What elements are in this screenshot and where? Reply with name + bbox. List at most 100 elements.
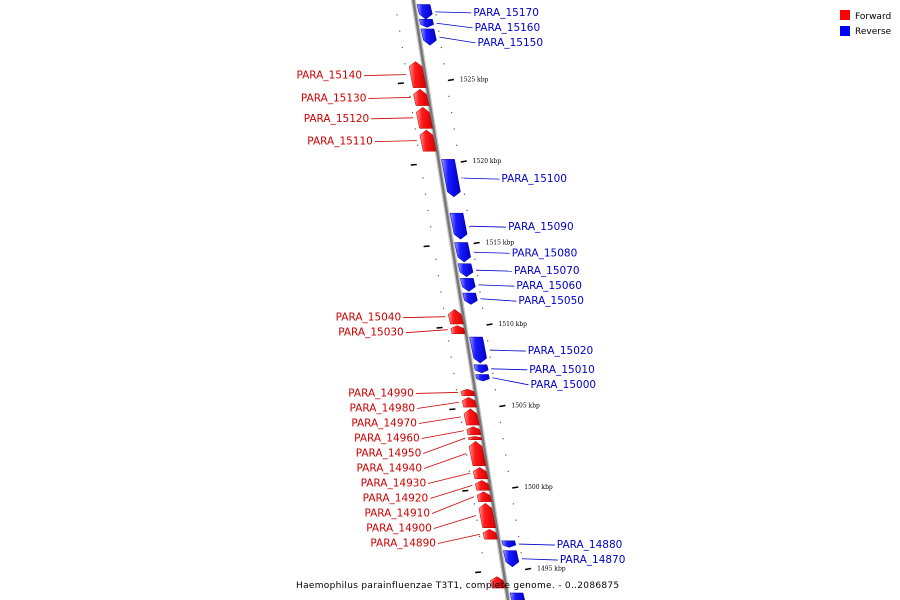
gene-label[interactable]: PARA_15050 bbox=[518, 295, 584, 307]
gene-para_15020[interactable] bbox=[469, 336, 487, 364]
gene-label[interactable]: PARA_15000 bbox=[531, 379, 597, 391]
legend-swatch-forward bbox=[840, 10, 850, 20]
gene-label[interactable]: PARA_15070 bbox=[514, 265, 580, 277]
gene-arrow[interactable] bbox=[419, 129, 437, 152]
gene-arrow[interactable] bbox=[475, 374, 490, 382]
gene-label[interactable]: PARA_14880 bbox=[557, 539, 623, 551]
gene-unlabeled[interactable] bbox=[509, 592, 525, 600]
gene-label[interactable]: PARA_15090 bbox=[508, 221, 574, 233]
minor-tick bbox=[481, 307, 484, 309]
gene-para_15170[interactable] bbox=[416, 4, 433, 20]
gene-label[interactable]: PARA_14900 bbox=[366, 522, 432, 534]
gene-para_15110[interactable] bbox=[419, 129, 437, 152]
gene-arrow[interactable] bbox=[474, 480, 491, 491]
gene-label[interactable]: PARA_15100 bbox=[501, 173, 567, 185]
gene-para_15100[interactable] bbox=[441, 159, 461, 198]
gene-arrow[interactable] bbox=[467, 436, 483, 440]
gene-para_14970[interactable] bbox=[463, 408, 480, 426]
gene-arrow[interactable] bbox=[460, 388, 476, 396]
gene-label[interactable]: PARA_15130 bbox=[301, 92, 367, 104]
gene-para_14960[interactable] bbox=[466, 426, 482, 436]
gene-para_14940[interactable] bbox=[468, 441, 487, 467]
gene-arrow[interactable] bbox=[454, 242, 471, 263]
gene-arrow[interactable] bbox=[502, 550, 520, 568]
gene-para_15000[interactable] bbox=[475, 374, 490, 382]
gene-label[interactable]: PARA_14930 bbox=[361, 477, 427, 489]
gene-para_15080[interactable] bbox=[454, 242, 471, 263]
gene-arrow[interactable] bbox=[472, 467, 489, 480]
gene-label[interactable]: PARA_14950 bbox=[356, 447, 422, 459]
gene-para_15140[interactable] bbox=[408, 61, 427, 88]
gene-arrow[interactable] bbox=[415, 106, 433, 129]
gene-arrow[interactable] bbox=[462, 292, 478, 305]
gene-arrow[interactable] bbox=[478, 502, 497, 528]
gene-label[interactable]: PARA_14960 bbox=[354, 432, 420, 444]
gene-arrow[interactable] bbox=[459, 278, 476, 292]
gene-arrow[interactable] bbox=[469, 336, 487, 364]
gene-para_15050[interactable] bbox=[462, 292, 478, 305]
gene-label[interactable]: PARA_15160 bbox=[475, 22, 541, 34]
gene-arrow[interactable] bbox=[450, 325, 466, 335]
gene-arrow[interactable] bbox=[461, 397, 477, 408]
gene-label[interactable]: PARA_15080 bbox=[512, 247, 578, 259]
gene-arrow[interactable] bbox=[473, 364, 489, 374]
gene-para_14950[interactable] bbox=[467, 436, 483, 440]
gene-label[interactable]: PARA_15170 bbox=[473, 7, 539, 19]
gene-arrow[interactable] bbox=[416, 4, 433, 20]
gene-label[interactable]: PARA_14940 bbox=[356, 462, 422, 474]
gene-arrow[interactable] bbox=[466, 426, 482, 436]
gene-label[interactable]: PARA_15030 bbox=[338, 327, 404, 339]
gene-para_14880[interactable] bbox=[501, 540, 517, 548]
gene-arrow[interactable] bbox=[419, 18, 434, 28]
gene-para_15160[interactable] bbox=[419, 18, 434, 28]
gene-label[interactable]: PARA_14870 bbox=[560, 554, 626, 566]
gene-label[interactable]: PARA_14970 bbox=[351, 417, 417, 429]
gene-arrow[interactable] bbox=[457, 263, 474, 278]
gene-arrow[interactable] bbox=[413, 88, 430, 106]
gene-para_14900[interactable] bbox=[478, 502, 497, 528]
gene-arrow[interactable] bbox=[476, 491, 492, 502]
gene-label[interactable]: PARA_15150 bbox=[477, 37, 543, 49]
gene-para_14990[interactable] bbox=[460, 388, 476, 396]
gene-para_15030[interactable] bbox=[450, 325, 466, 335]
gene-label[interactable]: PARA_15040 bbox=[336, 312, 402, 324]
gene-para_15070[interactable] bbox=[457, 263, 474, 278]
gene-para_14930[interactable] bbox=[472, 467, 489, 480]
gene-arrow[interactable] bbox=[447, 309, 464, 325]
gene-para_14920[interactable] bbox=[474, 480, 491, 491]
gene-para_14910[interactable] bbox=[476, 491, 492, 502]
gene-para_14890[interactable] bbox=[482, 529, 498, 540]
gene-para_15120[interactable] bbox=[415, 106, 433, 129]
gene-arrow[interactable] bbox=[441, 159, 461, 198]
gene-label[interactable]: PARA_14920 bbox=[363, 492, 429, 504]
gene-arrow[interactable] bbox=[509, 592, 525, 600]
gene-arrow[interactable] bbox=[449, 212, 468, 240]
gene-arrow[interactable] bbox=[408, 61, 427, 88]
gene-arrow[interactable] bbox=[482, 529, 498, 540]
gene-label[interactable]: PARA_15020 bbox=[528, 345, 594, 357]
gene-para_15040[interactable] bbox=[447, 309, 464, 325]
gene-para_14980[interactable] bbox=[461, 397, 477, 408]
gene-arrow[interactable] bbox=[490, 576, 506, 589]
gene-para_15130[interactable] bbox=[413, 88, 430, 106]
gene-para_15060[interactable] bbox=[459, 278, 476, 292]
gene-label[interactable]: PARA_15010 bbox=[529, 364, 595, 376]
major-tick-mark bbox=[486, 323, 493, 326]
gene-label[interactable]: PARA_15120 bbox=[304, 113, 370, 125]
gene-label[interactable]: PARA_15140 bbox=[296, 70, 362, 82]
gene-label[interactable]: PARA_15060 bbox=[516, 280, 582, 292]
gene-para_15090[interactable] bbox=[449, 212, 468, 240]
gene-unlabeled[interactable] bbox=[490, 576, 506, 589]
gene-arrow[interactable] bbox=[463, 408, 480, 426]
gene-para_15150[interactable] bbox=[420, 28, 437, 46]
gene-label[interactable]: PARA_14910 bbox=[364, 507, 430, 519]
gene-arrow[interactable] bbox=[420, 28, 437, 46]
gene-label[interactable]: PARA_14980 bbox=[350, 402, 416, 414]
gene-para_14870[interactable] bbox=[502, 550, 520, 568]
gene-label[interactable]: PARA_14890 bbox=[370, 537, 436, 549]
gene-label[interactable]: PARA_15110 bbox=[307, 136, 373, 148]
gene-arrow[interactable] bbox=[501, 540, 517, 548]
gene-arrow[interactable] bbox=[468, 441, 487, 467]
gene-label[interactable]: PARA_14990 bbox=[348, 387, 414, 399]
gene-para_15010[interactable] bbox=[473, 364, 489, 374]
